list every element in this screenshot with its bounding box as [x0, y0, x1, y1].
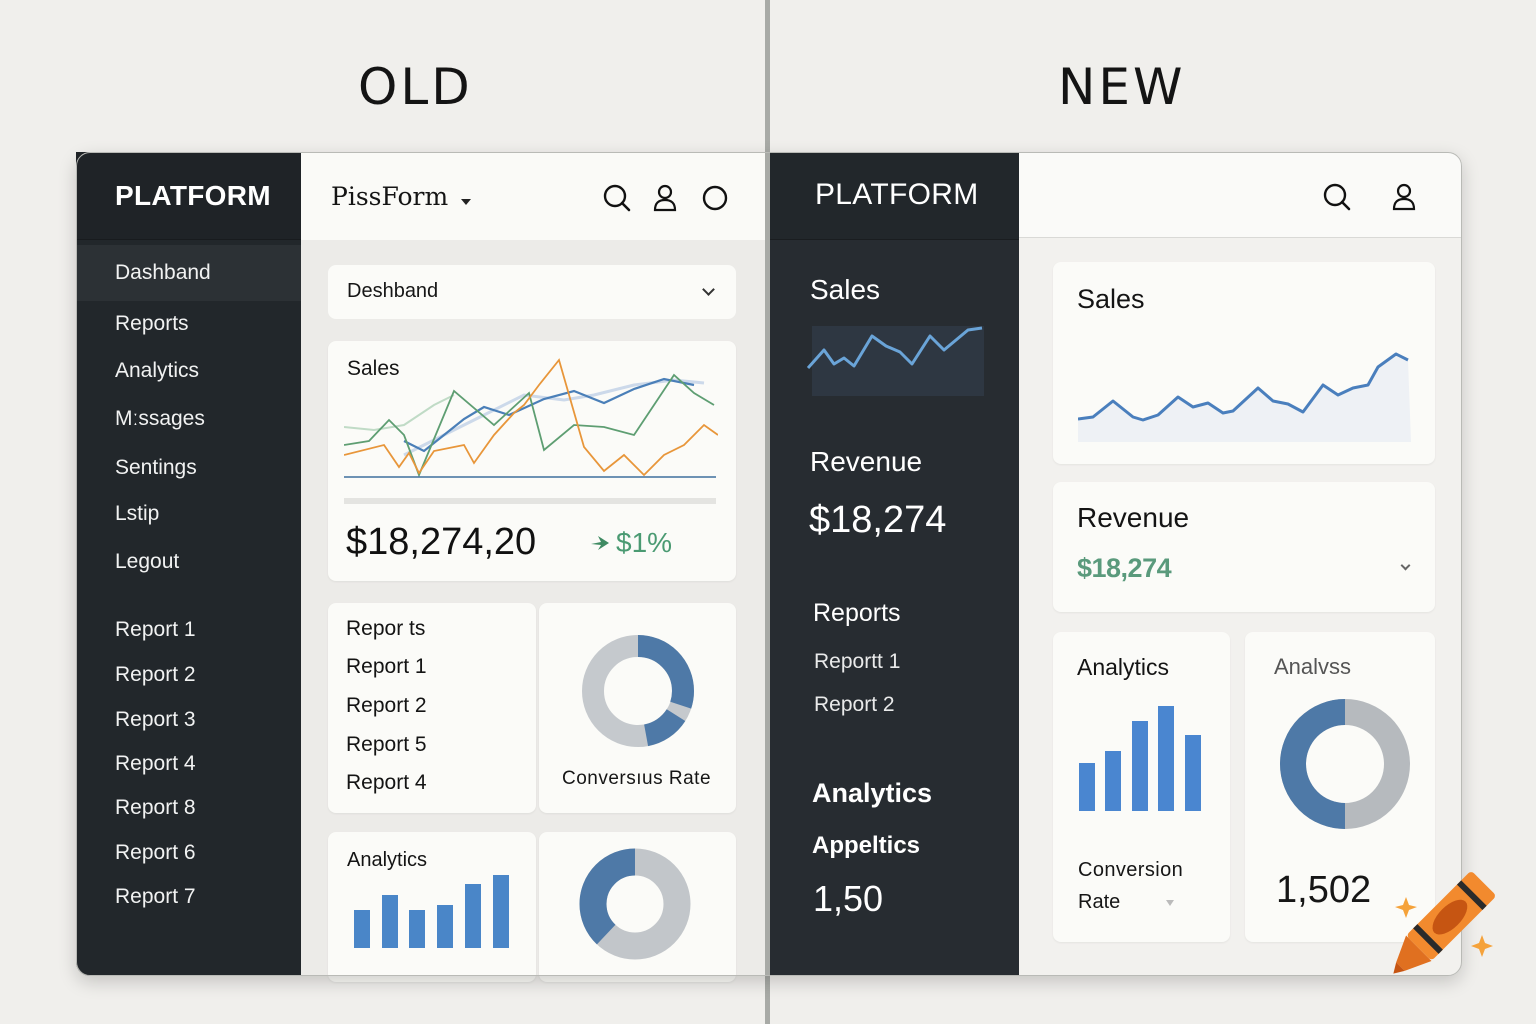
new-analytics-card: Analytics Conversion Rate — [1053, 632, 1230, 942]
sales-amount: $18,274,20 — [346, 521, 537, 563]
new-main-panel: Sales Revenue $18,274 Analytics Conversi… — [1019, 152, 1462, 976]
new-analytics-bar-chart — [1079, 706, 1201, 811]
circle-icon[interactable] — [700, 183, 730, 213]
reports-card-title: Repor ts — [346, 617, 426, 640]
analytics-donut-chart — [579, 848, 691, 960]
sidebar-item-logout[interactable]: Legout — [115, 550, 180, 573]
conversion-rate-label: Conversıus Rate — [562, 768, 712, 789]
sidebar-reports-label[interactable]: Reports — [813, 599, 901, 627]
old-brand-bar: PLATFORM — [76, 152, 301, 240]
new-revenue-title: Revenue — [1077, 502, 1190, 533]
brand-logo: PLATFORM — [115, 180, 271, 211]
new-topbar — [1019, 152, 1462, 238]
brand-logo: PLATFORM — [815, 178, 979, 211]
reports-list-item[interactable]: Report 5 — [346, 733, 427, 756]
reports-list-item[interactable]: Report 2 — [346, 694, 427, 717]
new-sidebar: PLATFORM Sales Revenue $18,274 Reports R… — [770, 152, 1019, 976]
conversion-card: Conversıus Rate — [539, 603, 736, 813]
old-topbar: PissForm — [301, 152, 766, 240]
search-icon[interactable] — [602, 183, 632, 213]
sidebar-appeltics-label[interactable]: Appeltics — [812, 832, 921, 859]
sidebar-report-7[interactable]: Report 7 — [115, 885, 196, 908]
new-sales-card: Sales — [1053, 262, 1435, 464]
new-sales-area-chart — [1078, 352, 1411, 442]
new-rate-label: Rate — [1078, 891, 1121, 913]
sales-delta: $1% — [616, 527, 673, 558]
view-select-value: Deshband — [347, 280, 439, 302]
chevron-down-icon[interactable] — [1400, 560, 1411, 571]
sidebar-item-reports[interactable]: Reports — [115, 312, 189, 335]
sidebar-analytics-value: 1,50 — [813, 878, 884, 919]
trend-arrow-icon — [591, 536, 609, 550]
sidebar-sales-label[interactable]: Sales — [810, 274, 881, 305]
comparison-divider — [765, 0, 770, 1024]
sidebar-report-2[interactable]: Report 2 — [814, 693, 895, 716]
new-analvss-donut-chart — [1280, 699, 1410, 829]
reports-list-item[interactable]: Report 1 — [346, 655, 427, 678]
new-heading: NEW — [1058, 58, 1186, 116]
sidebar-sales-sparkline — [806, 326, 984, 396]
user-icon[interactable] — [650, 183, 680, 213]
new-conversion-label: Conversion — [1078, 859, 1184, 881]
new-analvss-value: 1,502 — [1276, 869, 1372, 911]
new-revenue-card[interactable]: Revenue $18,274 — [1053, 482, 1435, 612]
new-analytics-title: Analytics — [1077, 654, 1170, 680]
new-analvss-title: Analvss — [1274, 654, 1352, 679]
new-brand-bar: PLATFORM — [770, 152, 1019, 240]
analytics-card-title: Analytics — [347, 849, 428, 871]
old-sidebar: PLATFORM Dashband Reports Analytics Mːss… — [76, 152, 301, 976]
analytics-bar-chart — [354, 875, 509, 948]
app-name-switcher[interactable]: PissForm — [331, 182, 449, 211]
user-icon[interactable] — [1389, 182, 1419, 212]
chevron-down-icon — [702, 283, 715, 296]
sidebar-report-1[interactable]: Reportt 1 — [814, 650, 901, 673]
new-sales-title: Sales — [1077, 284, 1145, 314]
sidebar-item-dashboard[interactable]: Dashband — [76, 245, 301, 301]
sales-card-title: Sales — [347, 357, 400, 380]
sidebar-analytics-label[interactable]: Analytics — [812, 778, 933, 808]
search-icon[interactable] — [1322, 182, 1352, 212]
sidebar-item-analytics[interactable]: Analytics — [115, 359, 200, 382]
new-analvss-card: Analvss 1,502 — [1245, 632, 1435, 942]
sales-card: Sales $18,274,20 $1% — [328, 341, 736, 581]
sidebar-report-4[interactable]: Report 4 — [115, 752, 196, 775]
sidebar-report-8[interactable]: Report 8 — [115, 796, 196, 819]
old-main-panel: PissForm Deshband Sales $18,274,20 — [301, 152, 766, 982]
analytics-donut-card — [539, 832, 736, 982]
sidebar-report-1[interactable]: Report 1 — [115, 618, 196, 641]
reports-list-item[interactable]: Report 4 — [346, 771, 427, 794]
caret-down-icon[interactable] — [461, 199, 471, 205]
new-revenue-value: $18,274 — [1077, 553, 1172, 583]
sidebar-report-3[interactable]: Report 3 — [115, 708, 196, 731]
sidebar-report-2[interactable]: Report 2 — [115, 663, 196, 686]
crayon-icon — [1393, 872, 1495, 974]
sidebar-item-messages[interactable]: Mːssages — [115, 407, 205, 430]
sidebar-item-lstip[interactable]: Lstip — [115, 502, 160, 525]
analytics-card: Analytics — [328, 832, 536, 982]
sidebar-revenue-value: $18,274 — [809, 499, 947, 541]
conversion-donut-chart — [582, 635, 694, 747]
reports-card: Repor ts Report 1 Report 2 Report 5 Repo… — [328, 603, 536, 813]
old-heading: OLD — [358, 58, 473, 116]
sidebar-report-6[interactable]: Report 6 — [115, 841, 196, 864]
caret-down-icon[interactable] — [1166, 900, 1174, 906]
view-select[interactable]: Deshband — [328, 265, 736, 319]
sales-multiline-chart — [344, 358, 718, 504]
sidebar-item-settings[interactable]: Sentings — [115, 456, 197, 479]
sidebar-revenue-label[interactable]: Revenue — [810, 446, 923, 477]
